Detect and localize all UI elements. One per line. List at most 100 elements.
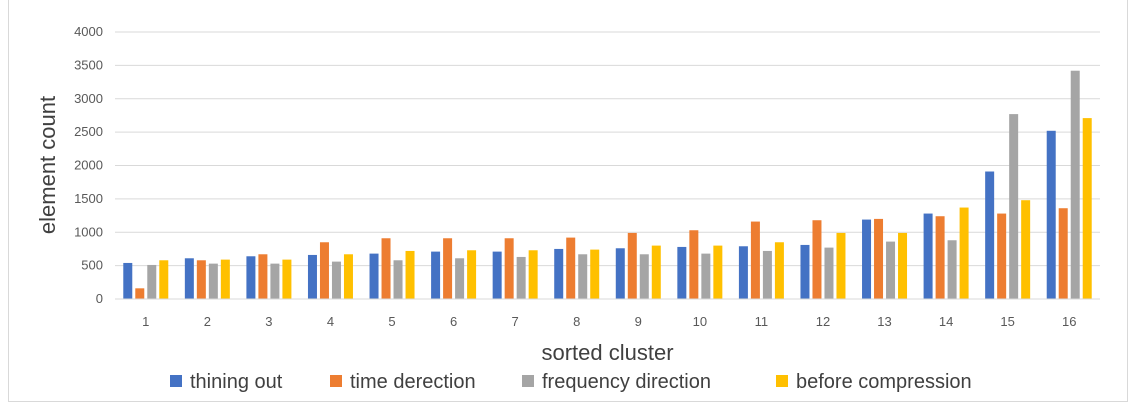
- gridlines: [115, 31, 1100, 267]
- y-tick-label: 2000: [74, 158, 103, 173]
- y-tick-label: 3500: [74, 57, 103, 72]
- bar: [554, 248, 564, 299]
- bar: [1021, 200, 1031, 299]
- bar: [455, 258, 465, 299]
- x-tick-label: 12: [816, 314, 830, 329]
- x-tick-label: 13: [877, 314, 891, 329]
- bar: [689, 230, 699, 299]
- y-tick-label: 0: [96, 291, 103, 306]
- bar: [431, 251, 441, 299]
- bar: [492, 251, 502, 299]
- x-tick-label: 6: [450, 314, 457, 329]
- bar: [331, 261, 341, 299]
- bar: [467, 250, 477, 299]
- bar: [713, 245, 723, 299]
- bar: [443, 238, 453, 299]
- bar: [651, 245, 661, 299]
- x-tick-label: 4: [327, 314, 334, 329]
- bars: [123, 70, 1092, 299]
- x-tick-label: 5: [388, 314, 395, 329]
- x-tick-label: 15: [1000, 314, 1014, 329]
- legend-swatch: [776, 375, 788, 387]
- legend-swatch: [170, 375, 182, 387]
- x-tick-label: 2: [204, 314, 211, 329]
- bar: [258, 254, 268, 299]
- bar: [319, 242, 329, 299]
- y-tick-labels: 0 500 1000 1500 2000 2500 3000 3500 4000: [74, 24, 103, 306]
- y-tick-label: 1500: [74, 191, 103, 206]
- bar: [1070, 70, 1080, 299]
- y-tick-label: 3000: [74, 91, 103, 106]
- bar: [220, 259, 230, 299]
- x-tick-label: 9: [635, 314, 642, 329]
- bar: [750, 221, 760, 299]
- legend-label: before compression: [796, 371, 972, 393]
- y-tick-label: 4000: [74, 24, 103, 39]
- bar: [184, 258, 194, 299]
- legend-label: frequency direction: [542, 371, 711, 393]
- bar: [762, 250, 772, 299]
- legend-label: thining out: [190, 371, 283, 393]
- bar: [627, 232, 637, 299]
- bar: [812, 220, 822, 299]
- bar: [528, 250, 538, 299]
- bar: [393, 260, 403, 299]
- bar: [639, 254, 649, 299]
- bar: [935, 216, 945, 299]
- bar: [615, 248, 625, 299]
- x-axis-title: sorted cluster: [541, 340, 673, 365]
- y-tick-label: 500: [81, 258, 103, 273]
- bar: [566, 237, 576, 299]
- bar: [282, 259, 292, 299]
- x-tick-label: 11: [755, 314, 769, 329]
- x-tick-label: 10: [693, 314, 707, 329]
- legend: thining out time derection frequency direc…: [170, 371, 972, 393]
- bar: [874, 218, 884, 299]
- bar: [135, 288, 145, 299]
- y-axis-title: element count: [35, 96, 60, 234]
- x-tick-label: 7: [512, 314, 519, 329]
- bar: [738, 246, 748, 299]
- legend-label: time derection: [350, 371, 476, 393]
- bar: [701, 253, 711, 299]
- x-tick-label: 1: [142, 314, 149, 329]
- bar: [800, 244, 810, 299]
- bar: [504, 238, 514, 299]
- bar: [1009, 114, 1019, 299]
- bar: [923, 213, 933, 299]
- bar: [208, 263, 218, 299]
- x-tick-label: 14: [939, 314, 953, 329]
- bar: [824, 247, 834, 299]
- bar: [947, 240, 957, 299]
- x-tick-labels: 1 2 3 4 5 6 7 8 9 10 11 12 13 14 15 16: [142, 314, 1076, 329]
- bar: [405, 250, 415, 299]
- bar: [1082, 118, 1092, 299]
- x-tick-label: 16: [1062, 314, 1076, 329]
- legend-swatch: [330, 375, 342, 387]
- bar: [898, 232, 908, 299]
- bar: [307, 254, 317, 299]
- x-tick-label: 3: [265, 314, 272, 329]
- bar: [516, 256, 526, 299]
- bar: [836, 232, 846, 299]
- y-tick-label: 1000: [74, 224, 103, 239]
- bar: [147, 264, 157, 299]
- bar: [123, 262, 133, 299]
- bar: [270, 263, 280, 299]
- bar: [862, 219, 872, 299]
- bar: [196, 260, 206, 299]
- bar: [381, 238, 391, 299]
- bar: [1046, 130, 1056, 299]
- x-tick-label: 8: [573, 314, 580, 329]
- bar: [343, 254, 353, 299]
- bar: [959, 207, 969, 299]
- bar: [369, 253, 379, 299]
- bar: [246, 256, 256, 299]
- bar: [985, 171, 995, 299]
- bar: [159, 260, 169, 299]
- chart-frame: [8, 0, 1128, 402]
- bar: [590, 249, 600, 299]
- bar: [997, 213, 1007, 299]
- y-tick-label: 2500: [74, 124, 103, 139]
